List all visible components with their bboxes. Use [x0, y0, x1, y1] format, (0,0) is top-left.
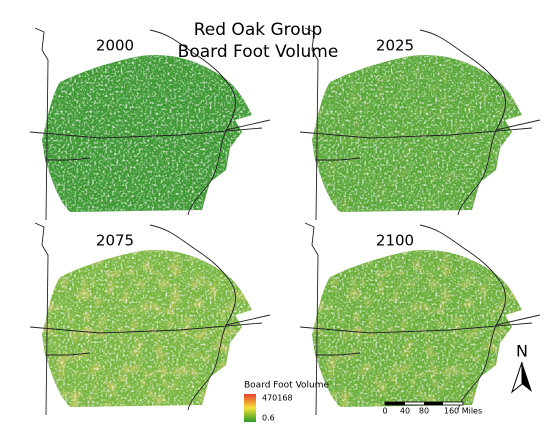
- river: [149, 224, 236, 411]
- legend-min: 0.6: [262, 414, 275, 423]
- river: [419, 29, 506, 216]
- title-line: Red Oak Group: [194, 20, 323, 40]
- map-panel: 2075: [29, 222, 271, 416]
- legend-title: Board Foot Volume: [244, 381, 330, 391]
- raster: [42, 249, 252, 408]
- state-boundary: [46, 157, 91, 161]
- state-boundary: [316, 352, 361, 356]
- state-boundary: [46, 352, 91, 356]
- title-line: Board Foot Volume: [178, 42, 339, 62]
- scale-label: 40: [400, 407, 410, 416]
- legend: Board Foot Volume 470168 0.6: [244, 381, 330, 423]
- panel-label: 2100: [376, 232, 414, 250]
- raster-speck: [312, 249, 522, 408]
- raster-speck: [42, 249, 252, 408]
- scale-label: 0: [382, 407, 387, 416]
- legend-max: 470168: [262, 394, 293, 403]
- state-boundary: [299, 322, 533, 334]
- map-panel: 2100: [299, 222, 541, 416]
- state-boundary: [225, 314, 271, 326]
- state-boundary: [316, 157, 361, 161]
- state-boundary: [225, 119, 271, 131]
- state-boundary: [34, 222, 49, 416]
- state-boundary: [495, 119, 541, 131]
- panel-label: 2000: [96, 37, 134, 55]
- state-boundary: [34, 27, 49, 221]
- map-panel: 2000: [29, 27, 271, 221]
- legend-ramp: [244, 394, 256, 422]
- panel-label: 2075: [96, 232, 134, 250]
- state-boundary: [304, 27, 319, 221]
- state-boundary: [299, 127, 533, 139]
- north-arrow: N: [510, 342, 532, 394]
- state-boundary: [304, 222, 319, 416]
- scale-label: 160 Miles: [444, 407, 482, 416]
- raster: [312, 249, 522, 408]
- raster: [42, 54, 252, 213]
- state-boundary: [495, 314, 541, 326]
- scale-label: 80: [419, 407, 429, 416]
- scale-bar: 0 40 80 160 Miles: [382, 401, 482, 416]
- north-label: N: [516, 342, 528, 361]
- panel-label: 2025: [376, 37, 414, 55]
- river: [149, 29, 236, 216]
- state-boundary: [29, 322, 263, 334]
- state-boundary: [29, 127, 263, 139]
- river: [419, 224, 506, 411]
